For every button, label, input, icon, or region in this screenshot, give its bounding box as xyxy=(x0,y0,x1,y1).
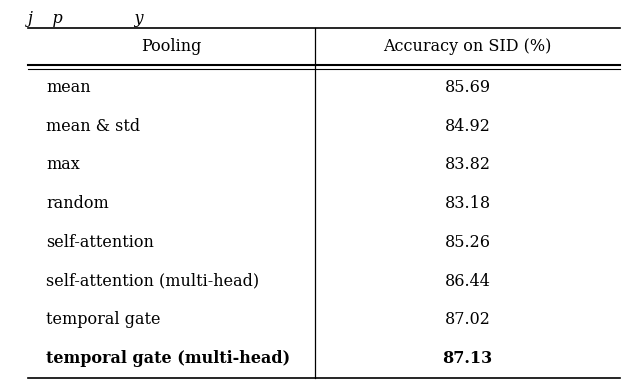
Text: 84.92: 84.92 xyxy=(445,118,490,134)
Text: mean & std: mean & std xyxy=(46,118,140,134)
Text: 85.26: 85.26 xyxy=(445,234,491,251)
Text: 85.69: 85.69 xyxy=(445,79,491,96)
Text: Accuracy on SID (%): Accuracy on SID (%) xyxy=(383,38,552,55)
Text: temporal gate (multi-head): temporal gate (multi-head) xyxy=(46,350,290,367)
Text: mean: mean xyxy=(46,79,91,96)
Text: self-attention: self-attention xyxy=(46,234,154,251)
Text: j    p              y: j p y xyxy=(28,10,145,27)
Text: 83.82: 83.82 xyxy=(445,156,491,173)
Text: temporal gate: temporal gate xyxy=(46,311,161,328)
Text: self-attention (multi-head): self-attention (multi-head) xyxy=(46,272,259,290)
Text: random: random xyxy=(46,195,109,212)
Text: 87.02: 87.02 xyxy=(445,311,490,328)
Text: 86.44: 86.44 xyxy=(445,272,490,290)
Text: Pooling: Pooling xyxy=(141,38,202,55)
Text: 83.18: 83.18 xyxy=(445,195,491,212)
Text: 87.13: 87.13 xyxy=(442,350,493,367)
Text: max: max xyxy=(46,156,80,173)
